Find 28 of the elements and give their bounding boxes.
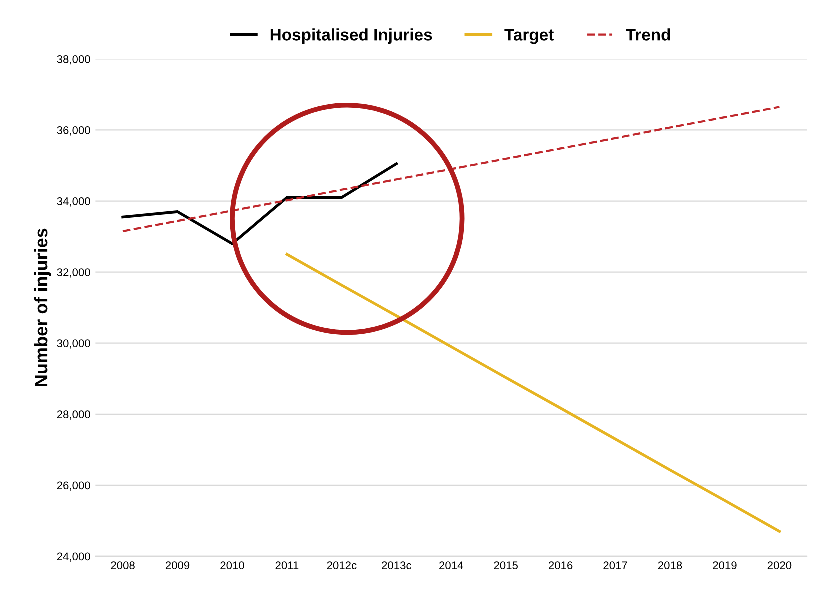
line-series xyxy=(122,106,781,233)
x-tick-label: 2019 xyxy=(713,562,737,570)
y-tick-label: 34,000 xyxy=(57,198,90,207)
legend-label: Target xyxy=(504,29,554,44)
x-tick-label: 2016 xyxy=(549,562,573,570)
y-tick-label: 36,000 xyxy=(57,126,90,136)
line-series xyxy=(122,162,398,246)
line-series xyxy=(286,253,782,534)
x-tick-label: 2014 xyxy=(440,562,464,570)
y-tick-label: 28,000 xyxy=(57,410,90,420)
x-tick-label: 2010 xyxy=(220,562,244,570)
y-axis-title: Number of injuries xyxy=(34,228,52,386)
y-tick-label: 38,000 xyxy=(57,55,90,65)
x-tick-label: 2017 xyxy=(604,562,628,570)
legend-label: Hospitalised Injuries xyxy=(270,28,432,44)
x-tick-label: 2015 xyxy=(494,562,518,570)
x-tick-label: 2011 xyxy=(276,562,299,570)
y-tick-label: 24,000 xyxy=(57,552,90,562)
x-tick-label: 2008 xyxy=(111,562,135,570)
y-tick-label: 30,000 xyxy=(57,340,90,349)
legend-label: Trend xyxy=(626,28,670,41)
x-tick-label: 2013c xyxy=(382,562,412,570)
y-tick-label: 26,000 xyxy=(57,482,90,491)
x-tick-label: 2018 xyxy=(658,562,682,570)
y-tick-label: 32,000 xyxy=(57,268,90,278)
x-tick-label: 2009 xyxy=(166,562,190,570)
x-tick-label: 2012c xyxy=(327,562,357,570)
x-tick-label: 2020 xyxy=(768,562,792,570)
